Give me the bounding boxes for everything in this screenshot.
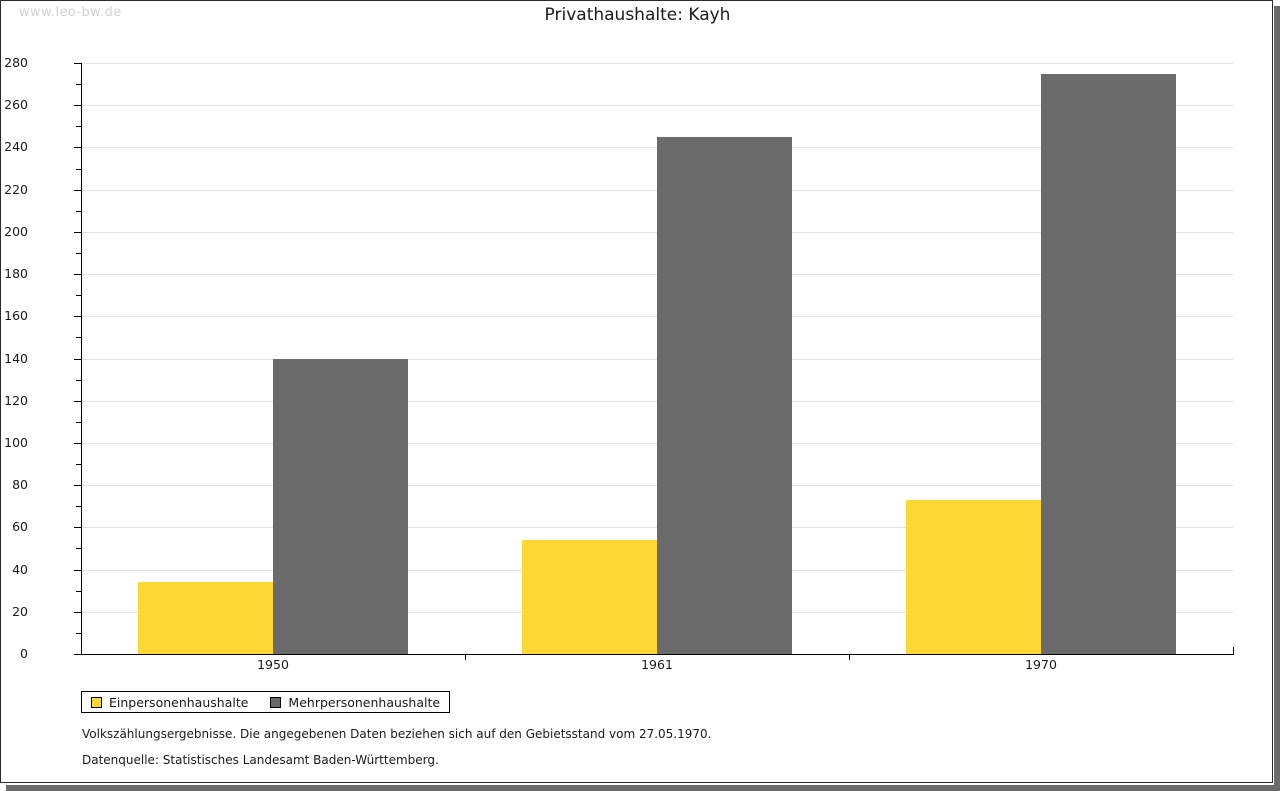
watermark: www.leo-bw.de (19, 5, 122, 20)
bar-1961-einpersonen (522, 540, 657, 654)
bar-1950-mehrpersonen (273, 358, 408, 654)
bar-1950-einpersonen (138, 582, 273, 654)
y-tick-label: 160 (4, 308, 28, 324)
y-tick-label: 200 (4, 223, 28, 239)
x-tick-separator (465, 654, 466, 660)
y-tick-major (74, 485, 81, 487)
y-tick-major (74, 611, 81, 613)
y-tick-minor (76, 295, 81, 297)
y-tick-minor (76, 252, 81, 254)
y-axis-line (81, 63, 82, 655)
frame-shadow-right (1274, 6, 1280, 791)
y-tick-major (74, 316, 81, 318)
y-tick-minor (76, 126, 81, 128)
x-axis-line (81, 654, 1234, 655)
y-tick-minor (76, 590, 81, 592)
y-tick-major (74, 147, 81, 149)
x-axis-end-tick (81, 647, 82, 655)
y-tick-minor (76, 506, 81, 508)
y-tick-label: 240 (4, 139, 28, 155)
x-tick-separator (849, 654, 850, 660)
y-tick-major (74, 527, 81, 529)
y-tick-label: 180 (4, 266, 28, 282)
y-tick-major (74, 442, 81, 444)
y-tick-minor (76, 84, 81, 86)
y-tick-minor (76, 210, 81, 212)
y-tick-minor (76, 421, 81, 423)
legend-entry-mehrpersonen[interactable]: Mehrpersonenhaushalte (270, 695, 440, 710)
y-tick-major (74, 358, 81, 360)
plot-area (81, 63, 1233, 654)
chart-legend: Einpersonenhaushalte Mehrpersonenhaushalt… (81, 691, 451, 713)
legend-label: Mehrpersonenhaushalte (288, 694, 441, 710)
bar-1970-mehrpersonen (1041, 73, 1176, 654)
gridline (81, 105, 1233, 107)
y-tick-label: 0 (20, 646, 28, 661)
y-tick-label: 100 (4, 434, 28, 450)
footnote-note: Volkszählungsergebnisse. Die angegebenen… (82, 727, 712, 741)
y-tick-minor (76, 337, 81, 339)
bar-1970-einpersonen (906, 499, 1041, 654)
y-tick-major (74, 189, 81, 191)
y-tick-minor (76, 379, 81, 381)
y-tick-label: 60 (12, 519, 28, 535)
chart-title: Privathaushalte: Kayh (544, 5, 731, 25)
y-tick-major (74, 231, 81, 233)
y-tick-label: 120 (4, 392, 28, 408)
x-tick-label: 1961 (641, 657, 673, 672)
y-tick-major (74, 569, 81, 571)
legend-label: Einpersonenhaushalte (109, 694, 249, 710)
y-tick-label: 280 (4, 55, 28, 70)
y-tick-major (74, 63, 81, 64)
y-tick-minor (76, 548, 81, 550)
y-tick-major (74, 654, 81, 655)
y-tick-label: 140 (4, 350, 28, 366)
x-tick-label: 1950 (257, 657, 289, 672)
y-tick-label: 80 (12, 477, 28, 493)
y-tick-major (74, 274, 81, 276)
y-tick-label: 220 (4, 181, 28, 197)
y-tick-label: 40 (12, 561, 28, 577)
y-tick-label: 20 (12, 603, 28, 619)
x-axis-end-tick (1233, 647, 1234, 655)
y-tick-minor (76, 464, 81, 466)
x-tick-label: 1970 (1025, 657, 1057, 672)
frame-shadow-bottom (6, 785, 1280, 791)
y-tick-major (74, 105, 81, 107)
legend-swatch-icon (270, 696, 282, 708)
y-tick-label: 260 (4, 97, 28, 113)
bar-1961-mehrpersonen (657, 136, 792, 654)
y-tick-minor (76, 632, 81, 634)
footnote-source: Datenquelle: Statistisches Landesamt Bad… (82, 753, 439, 767)
legend-entry-einpersonen[interactable]: Einpersonenhaushalte (91, 695, 248, 710)
gridline (81, 63, 1233, 64)
legend-swatch-icon (91, 696, 102, 708)
y-tick-minor (76, 168, 81, 170)
y-tick-major (74, 400, 81, 402)
